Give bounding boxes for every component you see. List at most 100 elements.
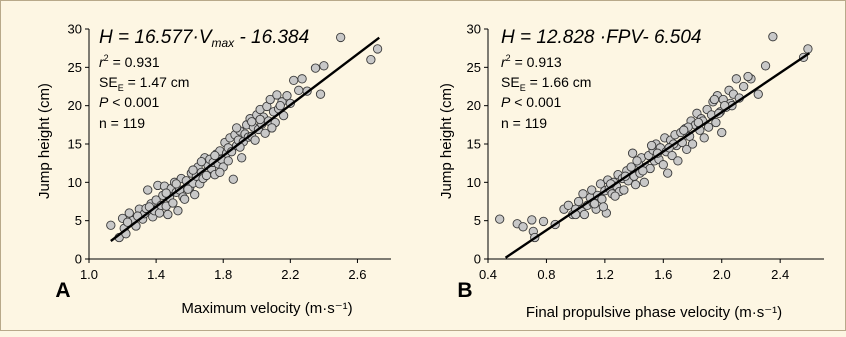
panel-b-y-tick-label: 25 <box>467 60 481 75</box>
panel-a-x-tick-label: 1.8 <box>214 267 232 282</box>
panel-a-y-ticks: 0 5 10 15 20 25 30 <box>68 22 89 267</box>
panel-b-x-ticks: 0.4 0.8 1.2 1.6 2.0 2.4 <box>479 259 789 282</box>
panel-a-data-point <box>237 153 247 163</box>
panel-a-data-point <box>161 188 171 198</box>
panel-b-data-point <box>703 122 714 132</box>
panel-b-x-tick-label: 2.0 <box>713 267 731 282</box>
panel-a-data-point <box>366 55 376 65</box>
panel-b-x-axis-label: Final propulsive phase velocity (m·s⁻¹) <box>526 304 782 321</box>
panel-a-data-point <box>215 167 225 178</box>
panel-a-data-point <box>231 123 242 133</box>
panel-a-standard-error: SEE = 1.47 cm <box>99 74 189 93</box>
panel-a-data-point <box>297 74 307 84</box>
panel-b-data-point <box>709 94 720 105</box>
panel-a-equation: H = 16.577·Vmax - 16.384 <box>99 27 309 50</box>
panel-a-y-tick-label: 20 <box>68 98 82 113</box>
panel-a-data-point <box>267 123 277 133</box>
panel-b-data-point <box>753 89 763 99</box>
panel-b-data-point <box>739 81 749 92</box>
panel-a-x-tick-label: 2.6 <box>348 267 366 282</box>
panel-b-r-squared: r2 = 0.913 <box>501 53 562 70</box>
panel-b-y-ticks: 0 5 10 15 20 25 30 <box>467 22 488 267</box>
panel-a-data-point <box>294 85 304 95</box>
panel-a-regression-line <box>110 36 380 242</box>
panel-a-y-tick-label: 30 <box>68 22 82 37</box>
panel-a-data-point <box>183 184 193 194</box>
panel-b-data-point <box>646 140 657 151</box>
panel-a-data-point <box>260 128 270 138</box>
panel-b-data-point <box>639 177 649 187</box>
panel-b-data-point <box>589 199 600 209</box>
panel-a-x-ticks: 1.0 1.4 1.8 2.2 2.6 <box>80 259 366 282</box>
panel-b-standard-error: SEE = 1.66 cm <box>501 74 591 93</box>
panel-a-data-point <box>171 179 181 189</box>
panel-a-y-tick-label: 25 <box>68 60 82 75</box>
panel-a-data-point <box>173 206 183 216</box>
panel-b-data-point <box>699 133 709 143</box>
panel-b-x-tick-label: 2.4 <box>771 267 789 282</box>
panel-b-data-point <box>626 162 636 172</box>
panel-b-data-point <box>743 71 753 82</box>
panel-a-data-point <box>196 156 207 167</box>
panel-b-data-point <box>768 32 778 42</box>
panel-a-data-point <box>228 174 238 184</box>
panel-a-data-point <box>210 150 220 161</box>
panel-a-data-point <box>154 208 165 218</box>
panel-b-data-point <box>658 160 668 170</box>
panel-b-y-tick-label: 30 <box>467 22 481 37</box>
panel-b-regression-line <box>504 52 811 259</box>
panel-b-y-tick-label: 15 <box>467 137 481 152</box>
panel-a-letter: A <box>55 279 70 302</box>
panel-a-data-point <box>265 94 275 105</box>
panel-a-p-value: P < 0.001 <box>99 94 160 110</box>
panel-b-data-point <box>598 202 609 212</box>
panel-b-data-point <box>673 156 683 166</box>
panel-a-x-tick-label: 2.2 <box>281 267 299 282</box>
panel-a-y-tick-label: 5 <box>75 213 82 228</box>
panel-a-data-point <box>255 114 265 125</box>
panel-a-data-point <box>250 135 260 145</box>
panel-b-data-point <box>679 125 689 135</box>
panel-b-data-point <box>573 196 584 207</box>
panel-b-data-point <box>597 194 607 204</box>
panel-a-x-axis-label: Maximum velocity (m·s⁻¹) <box>181 300 352 317</box>
panel-b-data-point <box>630 179 641 190</box>
panel-a-data-point <box>168 198 178 208</box>
panel-b-data-point <box>595 179 606 189</box>
panel-b-y-tick-label: 10 <box>467 175 481 190</box>
panel-b-data-point <box>619 185 629 195</box>
panel-b-data-point <box>495 214 505 224</box>
panel-a-data-point <box>336 32 346 43</box>
panel-b-y-tick-label: 5 <box>474 213 481 228</box>
panel-a-data-point <box>247 117 257 127</box>
panel-a-x-tick-label: 1.4 <box>147 267 165 282</box>
panel-b-data-point <box>663 168 673 178</box>
panel-b-data-point <box>682 144 692 155</box>
panel-b-x-tick-label: 0.4 <box>479 267 497 282</box>
panel-a-data-point <box>122 217 133 227</box>
panel-b-data-point <box>587 185 597 195</box>
panel-b-data-point <box>518 222 528 232</box>
panel-b-data-point <box>578 189 588 199</box>
panel-b-data-point <box>627 148 638 158</box>
panel-b-p-value: P < 0.001 <box>501 94 562 110</box>
panel-a-data-point <box>106 220 116 230</box>
panel-a-data-point <box>188 165 198 175</box>
panel-b-sample-size: n = 119 <box>501 115 547 131</box>
panel-a-equation-subscript: max <box>212 36 236 50</box>
panel-a-data-point <box>275 101 285 111</box>
panel-b-data-point <box>711 117 721 128</box>
panel-b-data-point <box>717 127 727 138</box>
panel-a-y-tick-label: 10 <box>68 175 82 190</box>
panel-a-data-point <box>272 90 282 100</box>
panel-a-y-tick-label: 0 <box>75 252 82 267</box>
panel-b-data-point <box>527 215 537 225</box>
panel-b-data-point <box>803 44 813 54</box>
panel-b-x-tick-label: 0.8 <box>537 267 555 282</box>
panel-b: Jump height (cm) Final propulsive phase … <box>438 22 824 321</box>
panel-b-data-point <box>538 216 549 227</box>
panel-b-y-tick-label: 0 <box>474 252 481 267</box>
panel-a-y-tick-label: 15 <box>68 137 82 152</box>
